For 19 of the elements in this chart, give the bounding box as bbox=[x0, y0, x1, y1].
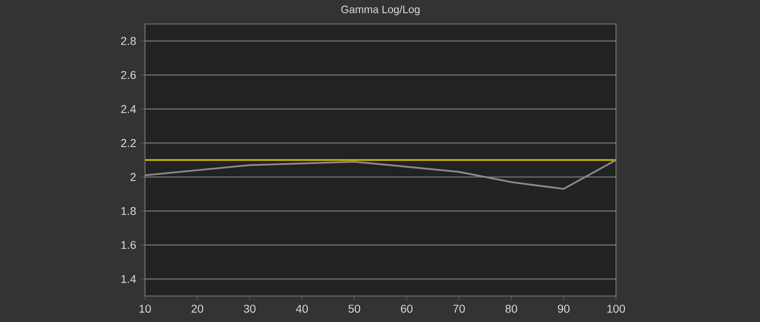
y-tick-label: 2.8 bbox=[121, 36, 136, 46]
y-tick-label: 1.6 bbox=[121, 240, 136, 250]
y-tick-label: 2 bbox=[130, 173, 136, 181]
x-tick-label: 90 bbox=[558, 304, 570, 313]
x-tick-label: 50 bbox=[348, 304, 360, 313]
x-tick-label: 60 bbox=[400, 304, 413, 313]
x-tick-label: 100 bbox=[607, 304, 625, 313]
x-tick-label: 80 bbox=[506, 304, 518, 313]
y-tick-label: 2.4 bbox=[121, 105, 136, 113]
y-tick-label: 1.8 bbox=[121, 206, 136, 216]
y-tick-label: 1.4 bbox=[121, 275, 136, 283]
y-tick-label: 2.2 bbox=[121, 139, 136, 147]
x-tick-label: 10 bbox=[140, 304, 151, 313]
x-tick-label: 40 bbox=[296, 304, 308, 313]
x-tick-label: 20 bbox=[192, 304, 204, 313]
x-tick-label: 70 bbox=[453, 304, 465, 313]
y-tick-label: 2.6 bbox=[121, 70, 136, 80]
chart-title: Gamma Log/Log bbox=[341, 5, 420, 16]
x-tick-label: 30 bbox=[244, 304, 256, 313]
